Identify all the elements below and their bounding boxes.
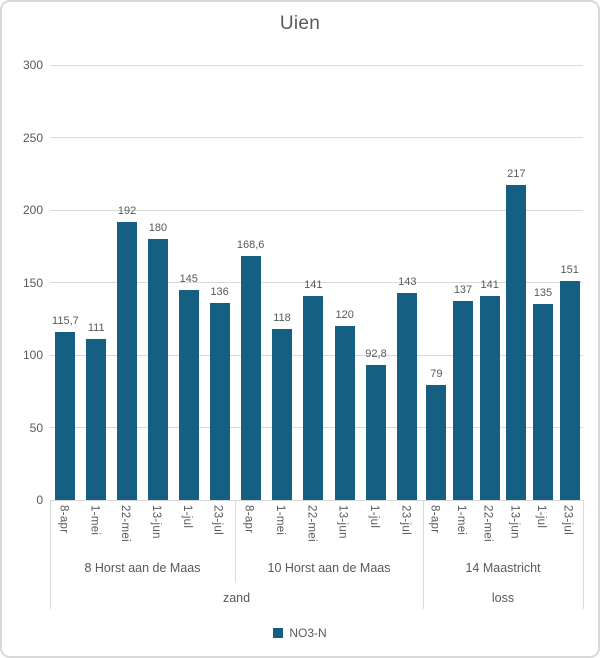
bar — [147, 239, 168, 500]
x-date-label: 1-mei — [455, 505, 467, 536]
bar-value-label: 143 — [398, 275, 417, 288]
y-tick-label: 0 — [36, 493, 43, 507]
x-date-label: 1-mei — [274, 505, 286, 536]
x-date-label: 22-mei — [481, 505, 494, 542]
bar — [117, 221, 138, 500]
bar — [272, 328, 292, 500]
bar-value-label: 111 — [87, 322, 105, 335]
y-tick-label: 250 — [22, 130, 43, 145]
group-label: 8 Horst aan de Maas — [84, 561, 201, 575]
bar — [453, 301, 473, 500]
x-date-label: 23-jul — [399, 505, 412, 535]
bar — [366, 365, 386, 500]
axis-separator-zand-loss — [423, 500, 424, 609]
bar-value-label: 115,7 — [52, 315, 79, 328]
x-date-label: 23-jul — [211, 505, 224, 535]
group-label: 10 Horst aan de Maas — [267, 561, 391, 575]
axis-separator-left — [50, 500, 51, 609]
bar — [240, 255, 261, 500]
bar-value-label: 92,8 — [365, 348, 387, 361]
y-tick-label: 100 — [22, 348, 43, 362]
bar — [55, 332, 76, 500]
x-date-label: 8-apr — [428, 505, 441, 534]
soil-label: loss — [491, 591, 515, 605]
y-tick-label: 50 — [29, 420, 43, 435]
x-date-label: 8-apr — [242, 505, 255, 534]
axis-separator-group1-2 — [235, 500, 236, 582]
bar — [559, 281, 580, 500]
bar-value-label: 141 — [304, 278, 323, 291]
bar — [178, 289, 199, 500]
gridline — [50, 209, 583, 211]
bar — [334, 326, 355, 500]
bar — [86, 339, 107, 500]
y-tick-label: 150 — [22, 275, 43, 290]
x-date-label: 1-mei — [88, 505, 101, 536]
x-date-label: 1-jul — [368, 505, 380, 529]
bar-value-label: 118 — [273, 311, 291, 324]
bar — [533, 304, 553, 500]
gridline — [50, 282, 583, 283]
x-date-label: 1-jul — [535, 505, 547, 529]
x-date-label: 13-jun — [508, 505, 521, 539]
bar — [397, 292, 418, 500]
bar-value-label: 135 — [533, 287, 553, 300]
soil-label: zand — [222, 591, 251, 605]
bar-value-label: 217 — [507, 168, 526, 181]
legend: NO3-N — [2, 624, 598, 642]
bar-value-label: 79 — [430, 368, 443, 381]
gridline — [50, 137, 583, 138]
x-date-label: 8-apr — [57, 505, 70, 534]
bar-value-label: 192 — [117, 204, 137, 217]
x-date-label: 13-jun — [149, 505, 162, 539]
bar — [209, 302, 230, 500]
bar — [426, 385, 447, 500]
x-date-label: 23-jul — [561, 505, 574, 535]
y-tick-label: 300 — [22, 58, 43, 72]
legend-swatch-no3n — [273, 628, 284, 638]
bar-value-label: 136 — [210, 285, 229, 298]
bar — [506, 185, 527, 500]
group-label: 14 Maastricht — [465, 561, 541, 575]
bar — [479, 295, 500, 500]
bar-value-label: 120 — [335, 309, 354, 321]
x-date-label: 13-jun — [336, 505, 349, 539]
x-axis-line — [50, 499, 583, 501]
legend-label: NO3-N — [289, 626, 327, 640]
bar-value-label: 141 — [480, 278, 499, 291]
bar-value-label: 137 — [453, 284, 473, 297]
axis-separator-right — [583, 500, 584, 609]
y-tick-label: 200 — [22, 203, 43, 217]
bar-value-label: 168,6 — [236, 238, 265, 251]
x-date-label: 22-mei — [305, 505, 318, 542]
bar — [303, 295, 324, 500]
bar-value-label: 180 — [148, 222, 168, 234]
bar-value-label: 151 — [560, 264, 579, 277]
chart-title: Uien — [279, 13, 321, 34]
bar-value-label: 145 — [179, 272, 198, 285]
x-date-label: 1-jul — [180, 505, 193, 529]
gridline — [50, 64, 583, 66]
x-date-label: 22-mei — [119, 505, 132, 542]
